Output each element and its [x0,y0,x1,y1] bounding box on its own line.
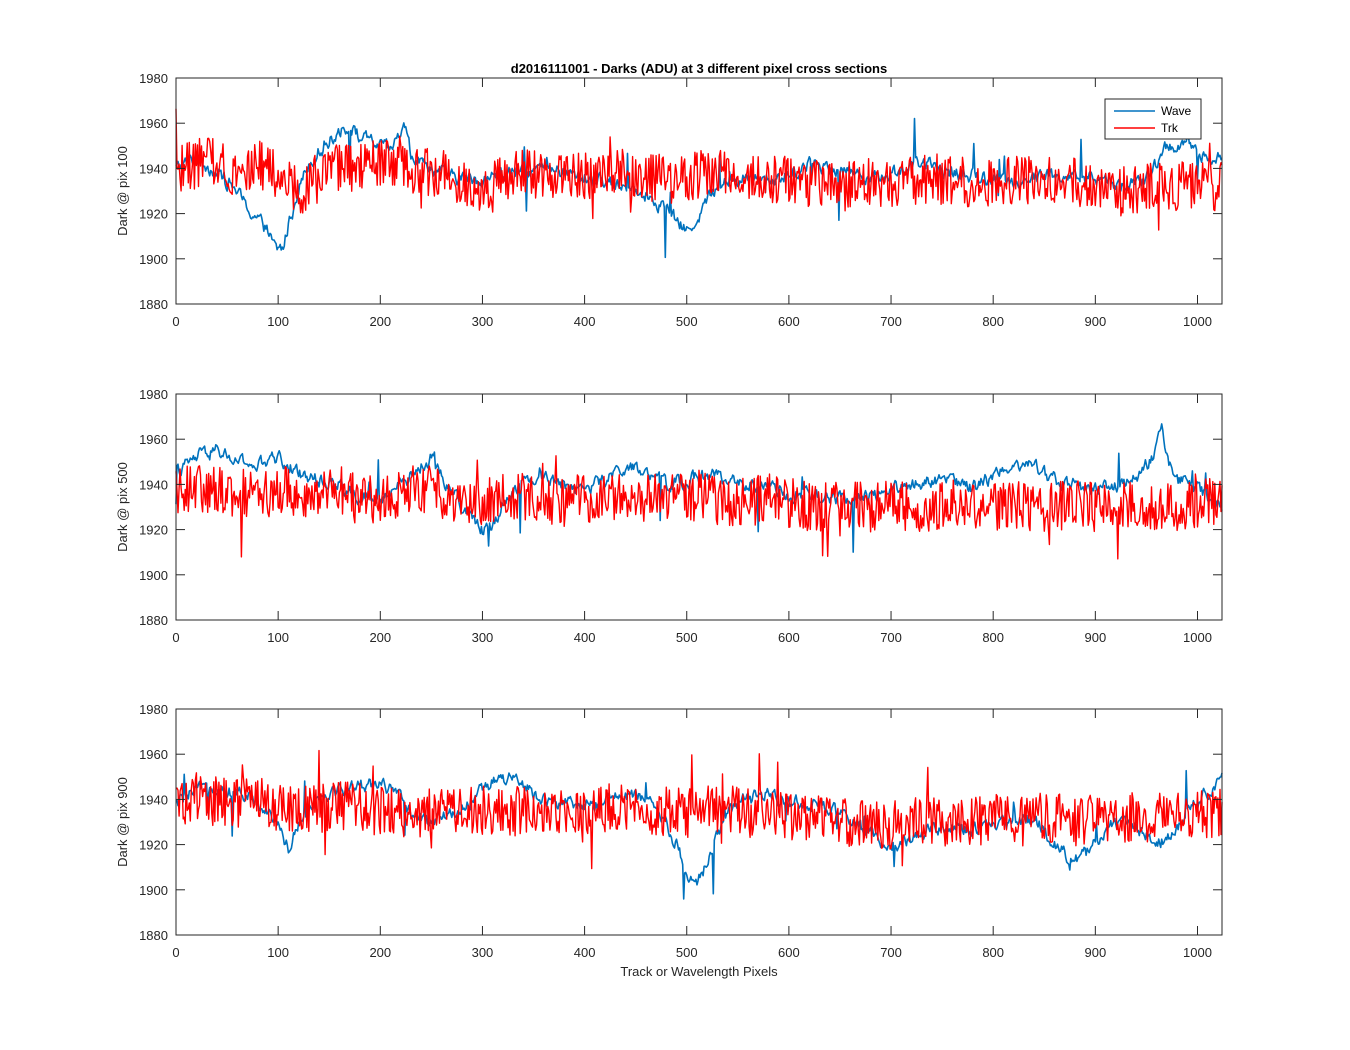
x-tick-label: 300 [472,945,494,960]
plot-area [176,709,1222,935]
x-tick-label: 700 [880,630,902,645]
y-tick-label: 1880 [139,297,168,312]
subplot-pix-500: Dark @ pix 500 0 100 200 300 400 500 600 700 800… [115,387,1223,645]
y-tick-label: 1940 [139,477,168,492]
x-tick-label: 600 [778,630,800,645]
x-tick-label: 0 [172,314,179,329]
y-tick-label: 1900 [139,883,168,898]
y-tick-label: 1900 [139,568,168,583]
axes-box [175,77,1223,305]
x-tick-label: 600 [778,945,800,960]
y-tick-label: 1940 [139,161,168,176]
y-tick-label: 1920 [139,838,168,853]
legend-label-trk: Trk [1161,121,1179,135]
x-tick-label: 100 [267,630,289,645]
x-tick-label: 800 [982,945,1004,960]
x-tick-label: 200 [369,314,391,329]
x-tick-label: 500 [676,630,698,645]
x-tick-label: 800 [982,630,1004,645]
x-tick-label: 300 [472,630,494,645]
x-tick-label: 600 [778,314,800,329]
x-tick-label: 900 [1084,630,1106,645]
x-tick-label: 400 [574,945,596,960]
y-tick-label: 1980 [139,387,168,402]
x-tick-label: 500 [676,945,698,960]
y-tick-label: 1880 [139,928,168,943]
y-tick-label: 1920 [139,523,168,538]
legend-label-wave: Wave [1161,104,1192,118]
x-tick-label: 300 [472,314,494,329]
x-tick-label: 700 [880,314,902,329]
x-tick-label: 500 [676,314,698,329]
y-tick-label: 1920 [139,207,168,222]
x-tick-label: 400 [574,314,596,329]
x-tick-label: 900 [1084,945,1106,960]
legend-box [1104,98,1202,140]
x-tick-label: 0 [172,630,179,645]
x-tick-label: 1000 [1183,945,1212,960]
x-tick-label: 800 [982,314,1004,329]
y-axis-label-pix-100: Dark @ pix 100 [115,146,130,236]
series-line-trk [175,108,1223,231]
axes-box [175,393,1223,621]
series-line-trk [175,749,1223,870]
y-axis-label-pix-500: Dark @ pix 500 [115,462,130,552]
x-tick-label: 100 [267,314,289,329]
x-tick-label: 1000 [1183,630,1212,645]
x-tick-label: 900 [1084,314,1106,329]
y-tick-label: 1980 [139,702,168,717]
x-tick-label: 400 [574,630,596,645]
y-axis-label-pix-900: Dark @ pix 900 [115,777,130,867]
series-line-trk [175,455,1223,560]
y-tick-label: 1960 [139,747,168,762]
series-line-wave [175,769,1223,900]
subplot-pix-100: Dark @ pix 100 0 100 200 300 400 500 600 700 800… [115,71,1223,329]
axes-box [175,708,1223,936]
x-axis-label: Track or Wavelength Pixels [620,964,778,979]
plot-area [176,394,1222,620]
x-tick-label: 0 [172,945,179,960]
y-tick-label: 1940 [139,792,168,807]
x-tick-label: 100 [267,945,289,960]
x-tick-label: 1000 [1183,314,1212,329]
chart-title: d2016111001 - Darks (ADU) at 3 different… [511,61,887,76]
y-tick-label: 1960 [139,432,168,447]
x-tick-label: 200 [369,630,391,645]
y-tick-label: 1900 [139,252,168,267]
subplot-pix-900: Dark @ pix 900 0 100 200 300 400 500 600 700 800… [115,702,1223,960]
y-tick-label: 1960 [139,116,168,131]
x-tick-label: 200 [369,945,391,960]
legend: Wave Trk [1104,98,1202,140]
y-tick-label: 1880 [139,613,168,628]
y-tick-label: 1980 [139,71,168,86]
x-tick-label: 700 [880,945,902,960]
